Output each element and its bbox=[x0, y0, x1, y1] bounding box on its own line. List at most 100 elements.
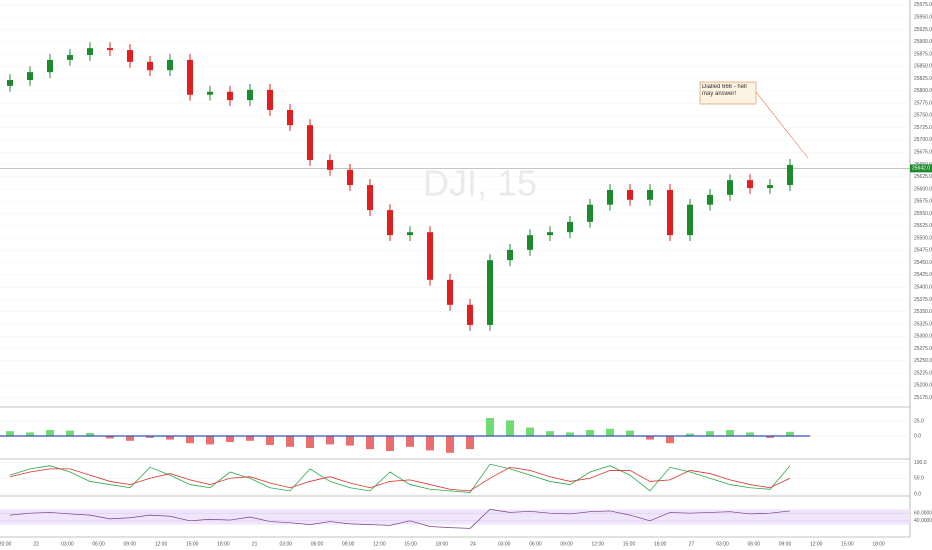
macd-bar bbox=[506, 420, 514, 436]
x-tick-label: 18:00 bbox=[654, 541, 667, 547]
x-tick-label: 09:00 bbox=[342, 541, 355, 547]
candle-body bbox=[787, 164, 793, 186]
macd-bar bbox=[546, 431, 554, 436]
macd-bar bbox=[286, 436, 294, 447]
macd-bar bbox=[726, 430, 734, 436]
y-tick-label: 0.0 bbox=[914, 491, 921, 497]
macd-bar bbox=[466, 436, 474, 450]
y-tick-label: 25675.0 bbox=[914, 150, 932, 156]
y-tick-label: 25350.0 bbox=[914, 309, 932, 315]
y-tick-label: 25875.0 bbox=[914, 51, 932, 57]
y-tick-label: 25.0 bbox=[914, 418, 924, 424]
macd-bar bbox=[526, 427, 534, 436]
x-tick-label: 12:00 bbox=[373, 541, 386, 547]
macd-bar bbox=[186, 436, 194, 444]
annotation-wrap: Dialled 666 - hell may answer! bbox=[702, 84, 747, 97]
candle-body bbox=[607, 189, 613, 205]
x-tick-label: 15:00 bbox=[841, 541, 854, 547]
macd-bar bbox=[446, 436, 454, 453]
candle-body bbox=[707, 194, 713, 205]
y-tick-label: 25950.0 bbox=[914, 15, 932, 21]
candle-body bbox=[87, 48, 93, 55]
macd-bar bbox=[206, 436, 214, 445]
macd-bar bbox=[86, 433, 94, 436]
macd-bar bbox=[106, 436, 114, 439]
candle-body bbox=[347, 169, 353, 186]
x-tick-label: 03:00 bbox=[61, 541, 74, 547]
candle-body bbox=[647, 189, 653, 200]
candle-body bbox=[127, 50, 133, 62]
macd-bar bbox=[386, 436, 394, 451]
candle-body bbox=[167, 59, 173, 71]
macd-bar bbox=[606, 428, 614, 436]
y-tick-label: 50.0 bbox=[914, 476, 924, 482]
y-tick-label: 25550.0 bbox=[914, 211, 932, 217]
macd-bar bbox=[366, 436, 374, 450]
x-tick-label: 24 bbox=[470, 541, 476, 547]
macd-bar bbox=[146, 436, 154, 438]
candle-body bbox=[7, 80, 13, 86]
stoch-line bbox=[9, 466, 791, 492]
x-tick-label: 21 bbox=[252, 541, 258, 547]
y-tick-label: 25400.0 bbox=[914, 285, 932, 291]
macd-bar bbox=[346, 436, 354, 446]
y-tick-label: 25200.0 bbox=[914, 383, 932, 389]
y-tick-label: 25225.0 bbox=[914, 370, 932, 376]
y-tick-label: 25625.0 bbox=[914, 174, 932, 180]
candle-body bbox=[307, 125, 313, 161]
y-tick-label: 25575.0 bbox=[914, 199, 932, 205]
x-tick-label: 18:00 bbox=[217, 541, 230, 547]
candle-body bbox=[387, 210, 393, 236]
y-tick-label: 25375.0 bbox=[914, 297, 932, 303]
candle-body bbox=[407, 232, 413, 236]
y-tick-label: 25525.0 bbox=[914, 223, 932, 229]
x-tick-label: 15:00 bbox=[623, 541, 636, 547]
candle-body bbox=[767, 185, 773, 189]
x-tick-label: 09:00 bbox=[560, 541, 573, 547]
y-tick-label: 25500.0 bbox=[914, 235, 932, 241]
x-tick-label: 03:00 bbox=[280, 541, 293, 547]
x-tick-label: 03:00 bbox=[716, 541, 729, 547]
candle-body bbox=[687, 204, 693, 236]
candle-body bbox=[547, 232, 553, 236]
candle-body bbox=[147, 61, 153, 71]
y-tick-label: 25600.0 bbox=[914, 186, 932, 192]
macd-bar bbox=[646, 436, 654, 440]
macd-bar bbox=[26, 432, 34, 436]
x-tick-label: 06:00 bbox=[311, 541, 324, 547]
macd-bar bbox=[626, 430, 634, 436]
candle-body bbox=[187, 59, 193, 95]
x-tick-label: 06:00 bbox=[748, 541, 761, 547]
y-tick-label: 25750.0 bbox=[914, 113, 932, 119]
y-tick-label: 25775.0 bbox=[914, 100, 932, 106]
candle-body bbox=[627, 189, 633, 200]
y-tick-label: 25725.0 bbox=[914, 125, 932, 131]
y-tick-label: 0.0 bbox=[914, 433, 921, 439]
macd-bar bbox=[246, 436, 254, 441]
macd-bar bbox=[6, 431, 14, 436]
macd-bar bbox=[706, 431, 714, 436]
x-tick-label: 12:00 bbox=[592, 541, 605, 547]
macd-bar bbox=[486, 418, 494, 436]
macd-bar bbox=[586, 430, 594, 436]
candle-body bbox=[67, 54, 73, 60]
macd-bar bbox=[326, 436, 334, 445]
rsi-line bbox=[9, 509, 791, 529]
x-tick-label: 20:00 bbox=[0, 541, 11, 547]
y-tick-label: 40.0000 bbox=[914, 518, 932, 524]
y-tick-label: 60.0000 bbox=[914, 511, 932, 517]
y-tick-label: 25800.0 bbox=[914, 88, 932, 94]
candle-body bbox=[107, 48, 113, 51]
annotation-text: Dialled 666 - hell may answer! bbox=[702, 84, 747, 97]
x-tick-label: 09:00 bbox=[779, 541, 792, 547]
candle-body bbox=[207, 91, 213, 95]
y-tick-label: 25450.0 bbox=[914, 260, 932, 266]
y-tick-label: 25325.0 bbox=[914, 321, 932, 327]
y-tick-label: 25925.0 bbox=[914, 27, 932, 33]
y-tick-label: 25475.0 bbox=[914, 248, 932, 254]
candle-body bbox=[227, 91, 233, 101]
stoch-line bbox=[9, 463, 791, 493]
last-price-label: 25642.0 bbox=[912, 166, 930, 172]
y-tick-label: 25425.0 bbox=[914, 272, 932, 278]
